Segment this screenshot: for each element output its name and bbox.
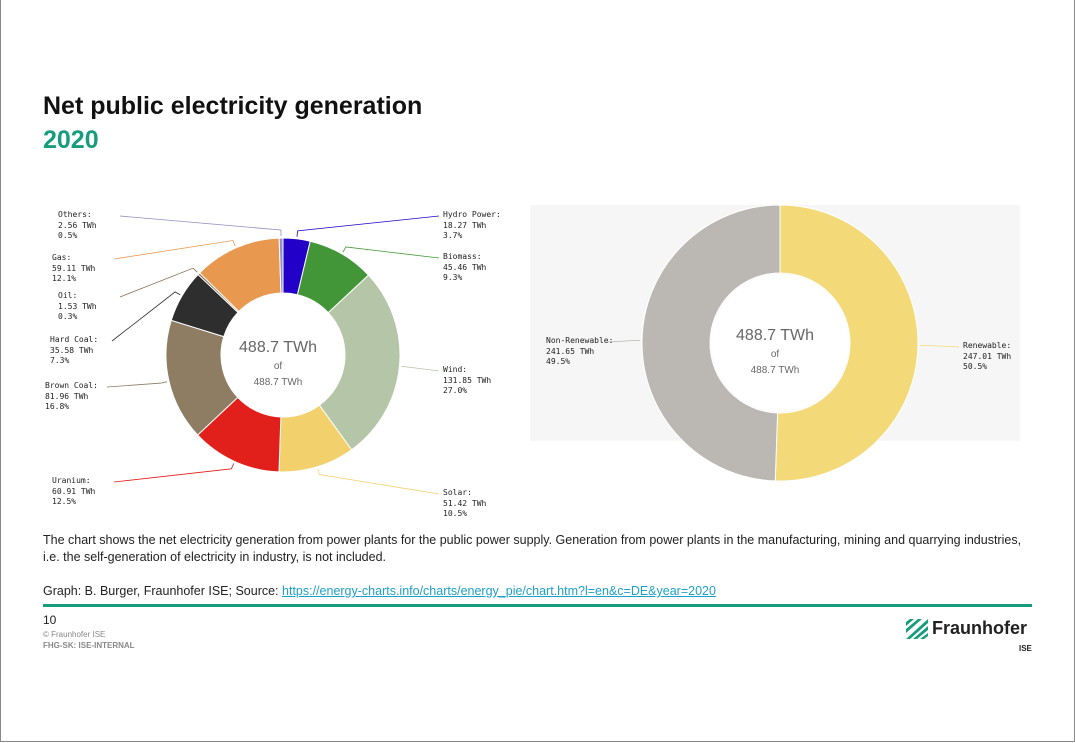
center-of: of [274,361,283,372]
leader-line-uranium [113,463,235,483]
slice-renewable [774,204,919,482]
label-gas: Gas: 59.11 TWh 12.1% [52,253,96,283]
slide-subtitle: 2020 [43,126,99,154]
label-wind: Wind: 131.85 TWh 27.0% [443,365,492,395]
leader-line-renewable [919,345,960,348]
classification: FHG-SK: ISE-INTERNAL [43,641,135,650]
leader-line-biomass [342,246,440,259]
credit-line: Graph: B. Burger, Fraunhofer ISE; Source… [43,584,716,598]
leader-line-hard-coal [111,291,181,342]
label-solar: Solar: 51.42 TWh 10.5% [443,488,487,518]
label-biomass: Biomass: 45.46 TWh 9.3% [443,252,487,282]
center-of: of [771,349,780,360]
label-hydro-power: Hydro Power: 18.27 TWh 3.7% [443,210,501,240]
leader-line-solar [317,468,440,495]
center-value: 488.7 TWh [239,339,317,356]
fraunhofer-logo: Fraunhofer [906,618,1027,639]
leader-line-gas [113,240,236,260]
label-renewable: Renewable: 247.01 TWh 50.5% [963,341,1012,371]
label-hard-coal: Hard Coal: 35.58 TWh 7.3% [50,335,99,365]
slice-non-renewable [641,204,781,482]
center-value: 488.7 TWh [736,327,814,344]
logo-text: Fraunhofer [932,618,1028,638]
leader-line-wind [401,366,440,372]
source-link[interactable]: https://energy-charts.info/charts/energy… [282,584,716,598]
fraunhofer-logo-icon [906,618,928,639]
label-brown-coal: Brown Coal: 81.96 TWh 16.8% [45,381,98,411]
logo-subtext: ISE [1019,644,1032,653]
chart-description: The chart shows the net electricity gene… [43,533,1022,564]
donut-hole [711,274,849,412]
center-total: 488.7 TWh [254,377,303,388]
page-number: 10 [43,613,57,627]
accent-divider [43,604,1032,607]
slice-wind [318,274,401,451]
label-non-renewable: Non-Renewable: 241.65 TWh 49.5% [546,336,614,366]
leader-line-oil [119,267,198,298]
label-uranium: Uranium: 60.91 TWh 12.5% [52,476,96,506]
slice-others [278,237,284,294]
leader-line-non-renewable [607,340,641,343]
slide-title: Net public electricity generation [43,92,423,120]
label-oil: Oil: 1.53 TWh 0.3% [58,291,97,321]
center-total: 488.7 TWh [751,365,800,376]
copyright: © Fraunhofer ISE [43,630,106,639]
donut-hole [222,294,344,416]
leader-line-brown-coal [106,381,168,388]
leader-line-hydro-power [296,215,440,237]
credit-text: Graph: B. Burger, Fraunhofer ISE; Source… [43,584,283,598]
label-others: Others: 2.56 TWh 0.5% [58,210,97,240]
leader-line-others [119,215,282,237]
